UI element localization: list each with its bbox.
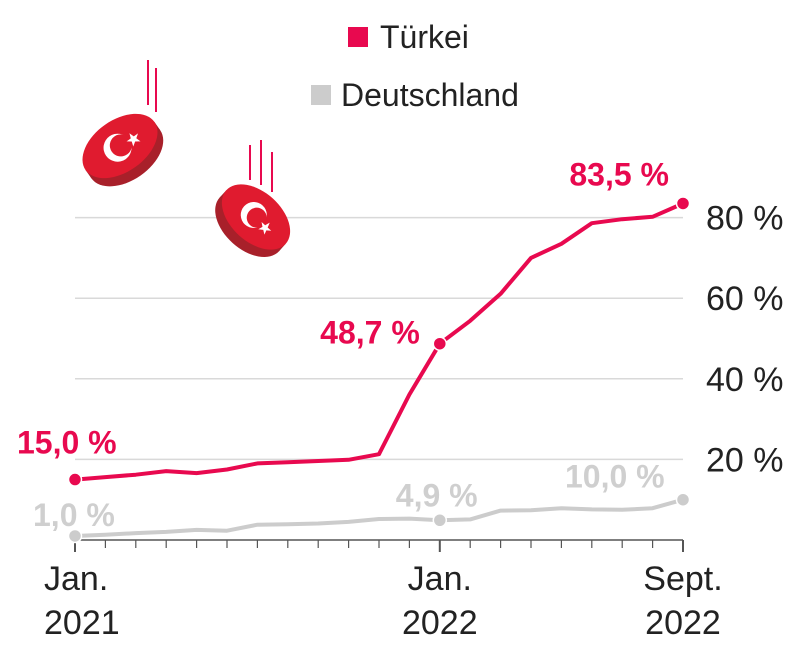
data-point-turkey	[432, 336, 448, 351]
data-label-germany: 1,0 %	[33, 497, 115, 533]
y-axis-ticks: 20 % 40 % 60 % 80 %	[706, 200, 784, 480]
x-tick-year: 2022	[645, 604, 721, 642]
value-labels: 15,0 % 48,7 % 83,5 % 1,0 % 4,9 % 10,0 %	[17, 156, 669, 532]
falling-coin-icon	[215, 140, 291, 258]
series-line-turkey	[73, 201, 685, 482]
x-axis: Jan. 2021 Jan. 2022 Sept. 2022	[44, 539, 723, 642]
legend-swatch-turkey	[348, 27, 368, 47]
data-label-germany: 4,9 %	[396, 477, 478, 513]
data-point-germany	[67, 528, 83, 544]
legend: Türkei Deutschland	[311, 19, 519, 113]
data-point-germany	[675, 492, 691, 507]
x-tick-month: Jan.	[408, 560, 472, 598]
y-tick-label: 80 %	[706, 200, 784, 238]
y-tick-label: 40 %	[706, 361, 784, 399]
data-label-germany: 10,0 %	[565, 459, 665, 495]
data-label-turkey: 15,0 %	[17, 425, 117, 461]
x-tick-year: 2021	[44, 604, 120, 642]
legend-label-germany: Deutschland	[341, 77, 519, 113]
highlight-points	[67, 196, 691, 544]
series-line-germany	[73, 497, 685, 538]
falling-coin-icon	[82, 60, 164, 187]
gridlines	[75, 216, 683, 461]
y-tick-label: 20 %	[706, 441, 784, 479]
y-tick-label: 60 %	[706, 280, 784, 318]
data-point-germany	[432, 513, 448, 528]
data-label-turkey: 48,7 %	[320, 315, 420, 351]
data-point-turkey	[67, 472, 83, 487]
x-tick-month: Sept.	[643, 560, 722, 598]
legend-label-turkey: Türkei	[380, 19, 469, 55]
x-tick-month: Jan.	[44, 560, 108, 598]
legend-swatch-germany	[311, 85, 331, 105]
data-point-turkey	[675, 196, 691, 211]
data-label-turkey: 83,5 %	[569, 156, 669, 192]
x-tick-year: 2022	[402, 604, 478, 642]
series-lines	[73, 201, 685, 538]
